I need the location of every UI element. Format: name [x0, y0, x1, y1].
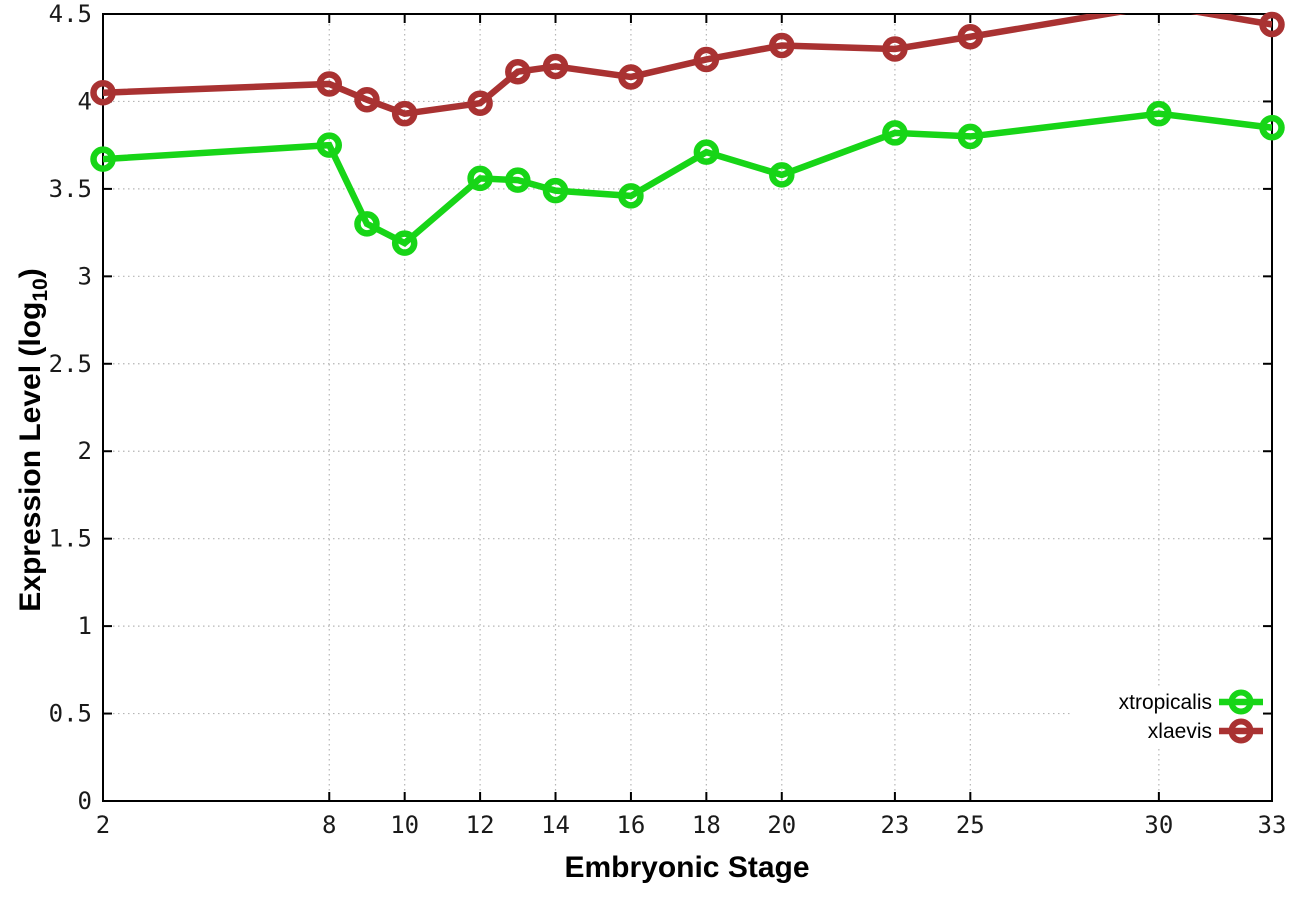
- data-point-xtropicalis: [1259, 114, 1285, 141]
- y-tick-label: 2.5: [49, 350, 92, 378]
- data-point-xlaevis: [316, 71, 343, 97]
- data-point-xtropicalis: [391, 230, 418, 256]
- x-tick-label: 16: [616, 811, 645, 839]
- data-point-xtropicalis: [505, 167, 531, 193]
- data-point-xlaevis: [505, 58, 531, 85]
- data-point-xlaevis: [90, 79, 116, 106]
- y-axis-title-subscript: 10: [29, 278, 52, 301]
- x-tick-label: 30: [1144, 811, 1173, 839]
- y-tick-label: 0: [78, 787, 92, 815]
- data-point-xtropicalis: [769, 162, 795, 188]
- data-point-xtropicalis: [90, 146, 116, 172]
- x-tick-label: 18: [692, 811, 721, 839]
- x-tick-label: 23: [880, 811, 909, 839]
- data-point-xtropicalis: [957, 123, 984, 150]
- legend: xtropicalis xlaevis: [1119, 689, 1263, 744]
- x-tick-label: 25: [956, 811, 985, 839]
- legend-label-xtropicalis: xtropicalis: [1119, 691, 1212, 714]
- x-tick-label: 20: [767, 811, 796, 839]
- y-axis-title-main: Expression Level (log: [14, 302, 47, 612]
- x-axis-title: Embryonic Stage: [564, 851, 809, 884]
- data-point-xtropicalis: [882, 120, 908, 146]
- y-axis-title: Expression Level (log10): [14, 268, 52, 611]
- y-tick-label: 3.5: [49, 175, 92, 203]
- data-point-xtropicalis: [693, 139, 720, 165]
- data-point-xlaevis: [957, 23, 984, 50]
- x-tick-label: 12: [466, 811, 495, 839]
- y-tick-label: 1: [78, 612, 92, 640]
- plot-border: [102, 13, 1273, 802]
- y-tick-label: 3: [78, 262, 92, 290]
- y-axis-title-close: ): [14, 268, 47, 278]
- data-point-xtropicalis: [354, 211, 380, 237]
- data-point-xlaevis: [618, 64, 644, 90]
- data-point-xtropicalis: [316, 132, 343, 158]
- data-point-xlaevis: [1259, 11, 1285, 38]
- y-tick-label: 2: [78, 437, 92, 465]
- legend-marker-xlaevis: [1228, 718, 1254, 744]
- data-point-xlaevis: [769, 32, 795, 59]
- x-tick-label: 14: [541, 811, 570, 839]
- legend-marker-xtropicalis: [1228, 689, 1254, 715]
- tick-labels: 2 8 10 12 14 16 18 20 23 25 30 33 0 0.5 1 1.5 2 2.5 3 3.5 4 4…: [49, 0, 1287, 839]
- y-tick-label: 1.5: [49, 525, 92, 553]
- data-point-xlaevis: [391, 100, 418, 127]
- x-tick-label: 2: [96, 811, 110, 839]
- data-series: [90, 11, 1285, 256]
- data-point-xlaevis: [467, 90, 493, 116]
- data-point-xlaevis: [693, 46, 720, 73]
- series-xtropicalis: [90, 100, 1285, 256]
- y-tick-label: 0.5: [49, 700, 92, 728]
- data-point-xtropicalis: [467, 165, 493, 192]
- x-tick-label: 33: [1258, 811, 1287, 839]
- legend-marker-samples: [1219, 689, 1263, 744]
- data-point-xlaevis: [354, 86, 380, 113]
- x-tick-label: 8: [322, 811, 336, 839]
- data-point-xtropicalis: [542, 177, 569, 204]
- data-point-xlaevis: [542, 53, 569, 80]
- x-tick-label: 10: [390, 811, 419, 839]
- y-tick-label: 4.5: [49, 0, 92, 28]
- y-tick-label: 4: [78, 87, 92, 115]
- data-point-xtropicalis: [618, 183, 644, 209]
- legend-label-xlaevis: xlaevis: [1148, 720, 1212, 743]
- series-xlaevis: [90, 11, 1285, 127]
- data-point-xlaevis: [882, 36, 908, 62]
- data-point-xtropicalis: [1146, 100, 1172, 127]
